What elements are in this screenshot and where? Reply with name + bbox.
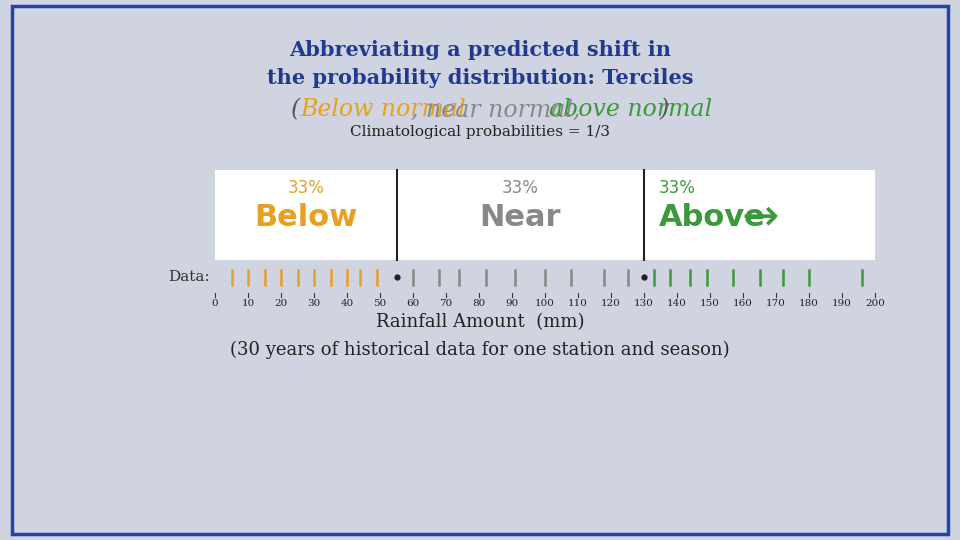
Text: Below normal: Below normal	[300, 98, 467, 122]
Text: 110: 110	[568, 299, 588, 308]
Text: 200: 200	[865, 299, 885, 308]
Text: 90: 90	[505, 299, 518, 308]
Text: 33%: 33%	[287, 179, 324, 197]
Text: →: →	[741, 195, 779, 239]
Text: Above: Above	[659, 202, 766, 232]
Text: Data:: Data:	[168, 270, 210, 284]
Text: 100: 100	[535, 299, 555, 308]
Text: 60: 60	[406, 299, 420, 308]
Text: Climatological probabilities = 1/3: Climatological probabilities = 1/3	[350, 125, 610, 139]
Text: 70: 70	[440, 299, 452, 308]
Text: 140: 140	[667, 299, 687, 308]
Text: , near normal,: , near normal,	[411, 98, 588, 122]
Text: 190: 190	[832, 299, 852, 308]
Text: Abbreviating a predicted shift in: Abbreviating a predicted shift in	[289, 40, 671, 60]
Text: (: (	[292, 98, 300, 122]
Text: 0: 0	[212, 299, 218, 308]
Text: above normal: above normal	[549, 98, 712, 122]
Text: 40: 40	[341, 299, 353, 308]
Text: 80: 80	[472, 299, 486, 308]
Bar	[215, 170, 875, 260]
Text: 50: 50	[373, 299, 387, 308]
Text: Rainfall Amount  (mm): Rainfall Amount (mm)	[375, 313, 585, 331]
Text: 20: 20	[275, 299, 288, 308]
Text: 10: 10	[241, 299, 254, 308]
Text: 120: 120	[601, 299, 621, 308]
Text: ): )	[660, 98, 669, 122]
Text: 30: 30	[307, 299, 321, 308]
Text: Below: Below	[254, 202, 357, 232]
Text: the probability distribution: Terciles: the probability distribution: Terciles	[267, 68, 693, 88]
Text: 160: 160	[733, 299, 753, 308]
Text: 170: 170	[766, 299, 786, 308]
Text: 180: 180	[799, 299, 819, 308]
Text: (30 years of historical data for one station and season): (30 years of historical data for one sta…	[230, 341, 730, 359]
Text: 33%: 33%	[659, 179, 696, 197]
Text: 33%: 33%	[502, 179, 539, 197]
Text: 130: 130	[634, 299, 654, 308]
Text: 150: 150	[700, 299, 720, 308]
Text: Near: Near	[479, 202, 561, 232]
